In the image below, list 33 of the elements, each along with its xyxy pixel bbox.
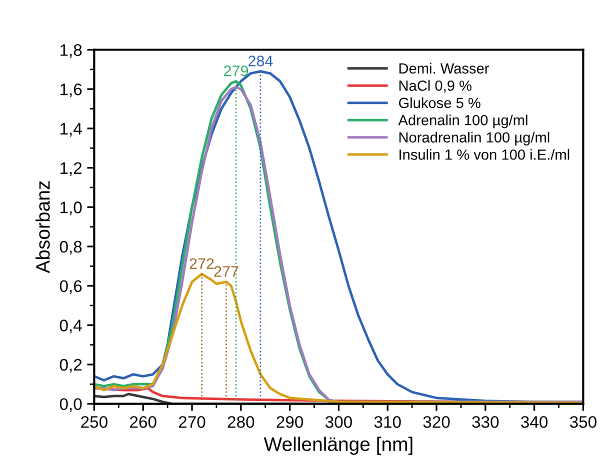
y-axis-title: Absorbanz <box>36 181 50 274</box>
legend-label: Glukose 5 % <box>398 97 480 108</box>
x-tick-label: 350 <box>570 416 596 428</box>
x-tick-label: 300 <box>325 416 352 428</box>
y-tick-label: 1,6 <box>60 84 82 98</box>
x-tick-label: 330 <box>472 416 499 428</box>
x-tick-label: 340 <box>521 416 548 428</box>
x-tick-label: 290 <box>276 416 304 428</box>
x-tick-label: 260 <box>130 416 156 428</box>
ref-line-label: 277 <box>214 266 238 277</box>
x-tick-label: 310 <box>374 416 401 428</box>
x-tick-label: 250 <box>81 416 108 428</box>
y-tick-label: 1,0 <box>60 202 82 216</box>
y-tick-label: 1,8 <box>60 44 82 58</box>
legend-label: Insulin 1 % von 100 i.E./ml <box>400 149 570 160</box>
x-tick-label: 270 <box>178 416 206 428</box>
x-tick-label: 320 <box>423 416 450 428</box>
y-tick-label: 0,2 <box>60 358 82 373</box>
legend-label: NaCl 0,9 % <box>399 80 472 93</box>
y-tick-label: 0,6 <box>60 280 82 294</box>
ref-line-label: 272 <box>190 258 214 269</box>
y-tick-label: 1,2 <box>60 162 82 176</box>
y-tick-label: 1,4 <box>60 123 82 137</box>
x-axis-title: Wellenlänge [nm] <box>264 436 412 455</box>
legend-label: Noradrenalin 100 µg/ml <box>399 132 550 146</box>
legend-label: Adrenalin 100 µg/ml <box>398 114 528 128</box>
y-tick-label: 0,4 <box>60 320 82 334</box>
x-tick-label: 280 <box>228 416 254 428</box>
y-tick-label: 0,0 <box>60 398 82 412</box>
legend-label: Demi. Wasser <box>399 62 490 74</box>
y-tick-label: 0,8 <box>60 240 82 255</box>
ref-line-label: 284 <box>248 56 273 66</box>
ref-line-label: 279 <box>224 65 248 76</box>
